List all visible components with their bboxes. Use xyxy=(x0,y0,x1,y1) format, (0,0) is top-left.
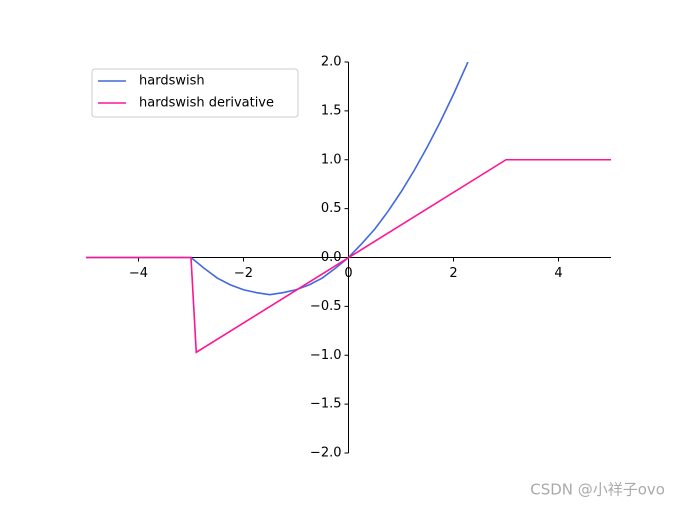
y-tick-label: −1.5 xyxy=(310,397,342,412)
x-tick-label: 4 xyxy=(554,266,562,281)
series-line xyxy=(86,62,469,296)
legend-label: hardswish xyxy=(139,74,205,89)
y-tick-label: −1.0 xyxy=(310,348,342,363)
legend-label: hardswish derivative xyxy=(139,96,274,111)
watermark: CSDN @小祥子ovo xyxy=(530,481,665,499)
y-tick-label: 1.5 xyxy=(321,103,342,118)
legend-box xyxy=(91,68,299,118)
y-tick-label: 2.0 xyxy=(321,55,342,70)
y-tick-label: −0.5 xyxy=(310,299,342,314)
x-tick-label: 0 xyxy=(344,266,352,281)
plot-area xyxy=(86,62,611,354)
x-tick-label: −4 xyxy=(129,266,148,281)
y-tick-label: 0.5 xyxy=(321,201,342,216)
x-tick-label: −2 xyxy=(234,266,253,281)
x-tick-label: 2 xyxy=(449,266,457,281)
y-tick-label: 1.0 xyxy=(321,152,342,167)
series-line xyxy=(86,158,611,354)
y-tick-label: −2.0 xyxy=(310,446,342,461)
y-tick-label: 0.0 xyxy=(321,250,342,265)
